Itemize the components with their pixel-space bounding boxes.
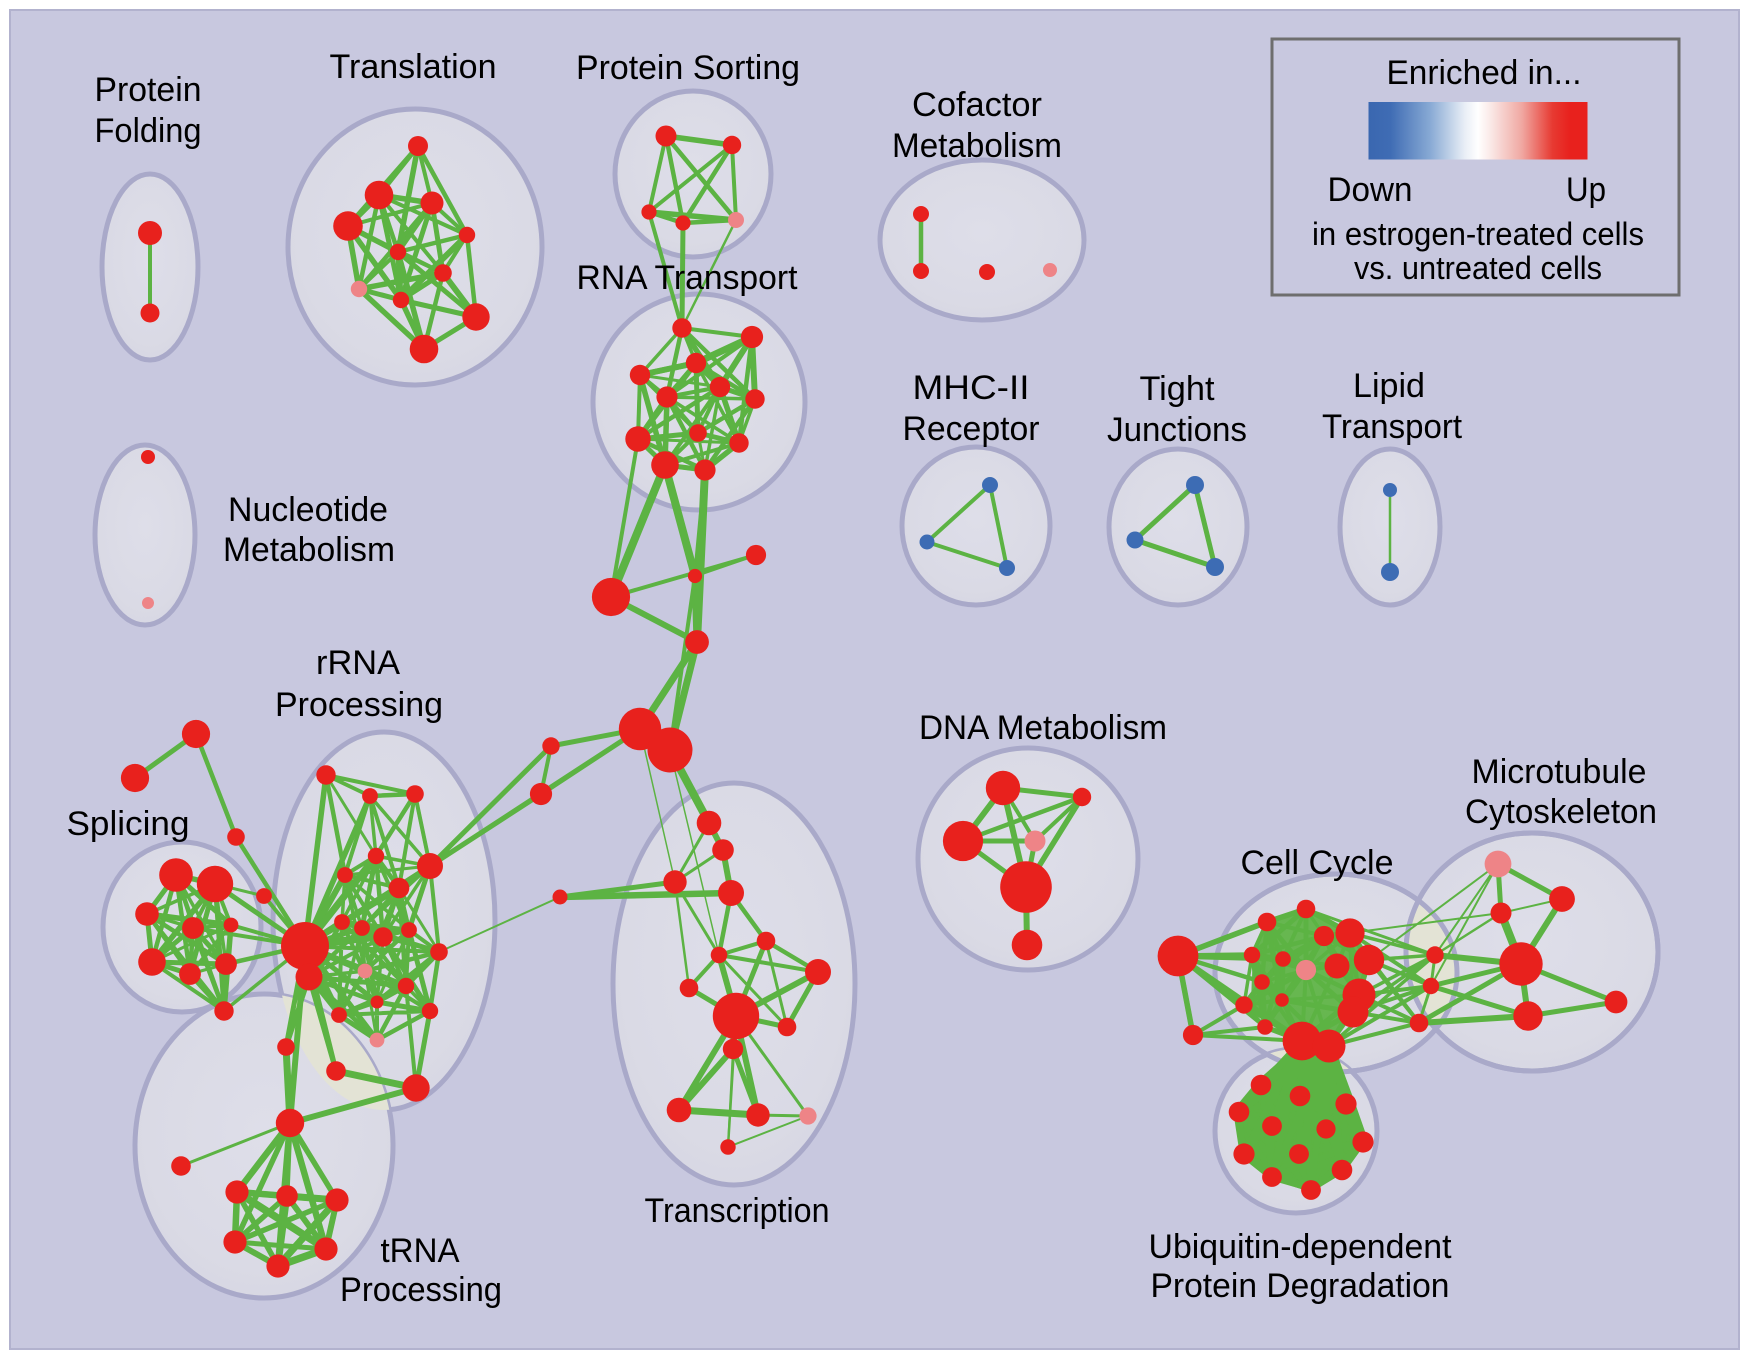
svg-text:Transcription: Transcription — [645, 1192, 830, 1230]
svg-text:Microtubule: Microtubule — [1472, 753, 1647, 791]
svg-text:rRNA: rRNA — [316, 644, 400, 682]
svg-text:Protein Sorting: Protein Sorting — [576, 49, 800, 87]
svg-text:Protein Degradation: Protein Degradation — [1151, 1267, 1450, 1305]
svg-text:DNA Metabolism: DNA Metabolism — [919, 709, 1167, 747]
svg-text:Lipid: Lipid — [1353, 367, 1425, 405]
svg-text:Splicing: Splicing — [67, 805, 190, 843]
svg-text:Ubiquitin-dependent: Ubiquitin-dependent — [1149, 1228, 1453, 1266]
svg-text:Enriched in...: Enriched in... — [1387, 54, 1582, 92]
svg-text:Transport: Transport — [1322, 408, 1463, 446]
svg-text:Junctions: Junctions — [1107, 411, 1247, 449]
svg-text:Cofactor: Cofactor — [912, 86, 1042, 124]
svg-text:Down: Down — [1328, 171, 1413, 209]
svg-text:Protein: Protein — [95, 71, 202, 109]
svg-text:Cell Cycle: Cell Cycle — [1241, 844, 1394, 882]
svg-text:Tight: Tight — [1140, 370, 1216, 408]
svg-text:tRNA: tRNA — [381, 1232, 460, 1270]
svg-text:RNA Transport: RNA Transport — [577, 259, 799, 297]
svg-text:Nucleotide: Nucleotide — [228, 491, 388, 529]
svg-text:Up: Up — [1566, 171, 1606, 209]
svg-text:in estrogen-treated cells: in estrogen-treated cells — [1312, 216, 1644, 252]
svg-text:Folding: Folding — [95, 112, 202, 150]
svg-text:Receptor: Receptor — [903, 410, 1040, 448]
svg-text:Metabolism: Metabolism — [223, 531, 395, 569]
svg-text:Translation: Translation — [330, 48, 497, 86]
svg-text:MHC-II: MHC-II — [913, 369, 1030, 407]
svg-text:vs. untreated cells: vs. untreated cells — [1354, 250, 1602, 286]
svg-text:Processing: Processing — [340, 1271, 502, 1309]
svg-text:Cytoskeleton: Cytoskeleton — [1465, 793, 1657, 831]
svg-text:Processing: Processing — [275, 686, 443, 724]
svg-text:Metabolism: Metabolism — [892, 127, 1062, 165]
